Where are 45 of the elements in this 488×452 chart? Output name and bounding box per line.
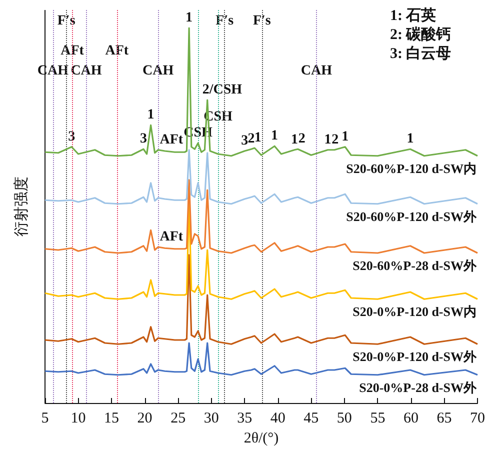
series-label: S20-60%P-120 d-SW内 <box>346 160 476 176</box>
annotation: 1 <box>324 132 332 148</box>
annotation: 1 <box>186 10 193 26</box>
series-label: S20-60%P-120 d-SW外 <box>346 208 478 224</box>
x-tick-label: 55 <box>370 410 386 426</box>
x-tick-label: 40 <box>270 410 286 426</box>
ref-line-label: F′s <box>252 14 272 28</box>
annotation: AFt <box>160 230 184 244</box>
annotation: 2/CSH <box>202 82 242 98</box>
annotation: 2: 碳酸钙 <box>390 26 452 43</box>
annotation: 1 <box>291 132 298 148</box>
annotation: 1 <box>254 130 262 146</box>
annotation: 3: 白云母 <box>390 45 452 62</box>
annotation: AFt <box>160 132 184 148</box>
x-tick-label: 25 <box>170 410 186 426</box>
x-tick-label: 50 <box>336 410 352 426</box>
annotation: 1 <box>342 129 349 144</box>
x-tick-label: 20 <box>137 410 152 426</box>
x-axis-title: 2θ/(°) <box>244 430 279 446</box>
annotation: 3 <box>241 134 248 148</box>
x-tick-label: 5 <box>41 410 49 426</box>
series-label: S20-60%P-28 d-SW外 <box>352 258 478 273</box>
annotation: 3 <box>140 132 147 147</box>
annotation: 2 <box>248 132 255 147</box>
ref-line-label: F′s <box>57 14 76 28</box>
x-tick-label: 30 <box>204 410 219 426</box>
x-tick-label: 15 <box>104 410 120 426</box>
x-tick-label: 65 <box>436 410 452 426</box>
series-label: S20-0%P-120 d-SW外 <box>352 349 478 364</box>
x-tick-label: 10 <box>70 410 86 426</box>
annotation: 2 <box>298 132 306 147</box>
annotation: 1 <box>406 132 414 147</box>
y-axis-title: 衍射强度 <box>13 176 30 236</box>
series-label: S20-0%P-28 d-SW外 <box>359 380 478 395</box>
x-tick-label: 70 <box>470 410 485 426</box>
x-tick-label: 60 <box>403 410 418 426</box>
annotation: 2 <box>332 132 339 148</box>
annotation: 1 <box>271 128 278 144</box>
x-tick-label: 45 <box>304 410 319 426</box>
ref-line-label: CAH <box>300 64 332 78</box>
ref-line-label: CAH <box>142 64 174 78</box>
annotation: 1 <box>147 108 154 123</box>
text: 1: 石英 <box>390 7 436 24</box>
series-label: S20-0%P-120 d-SW内 <box>352 304 476 320</box>
x-tick-label: 35 <box>237 410 252 426</box>
